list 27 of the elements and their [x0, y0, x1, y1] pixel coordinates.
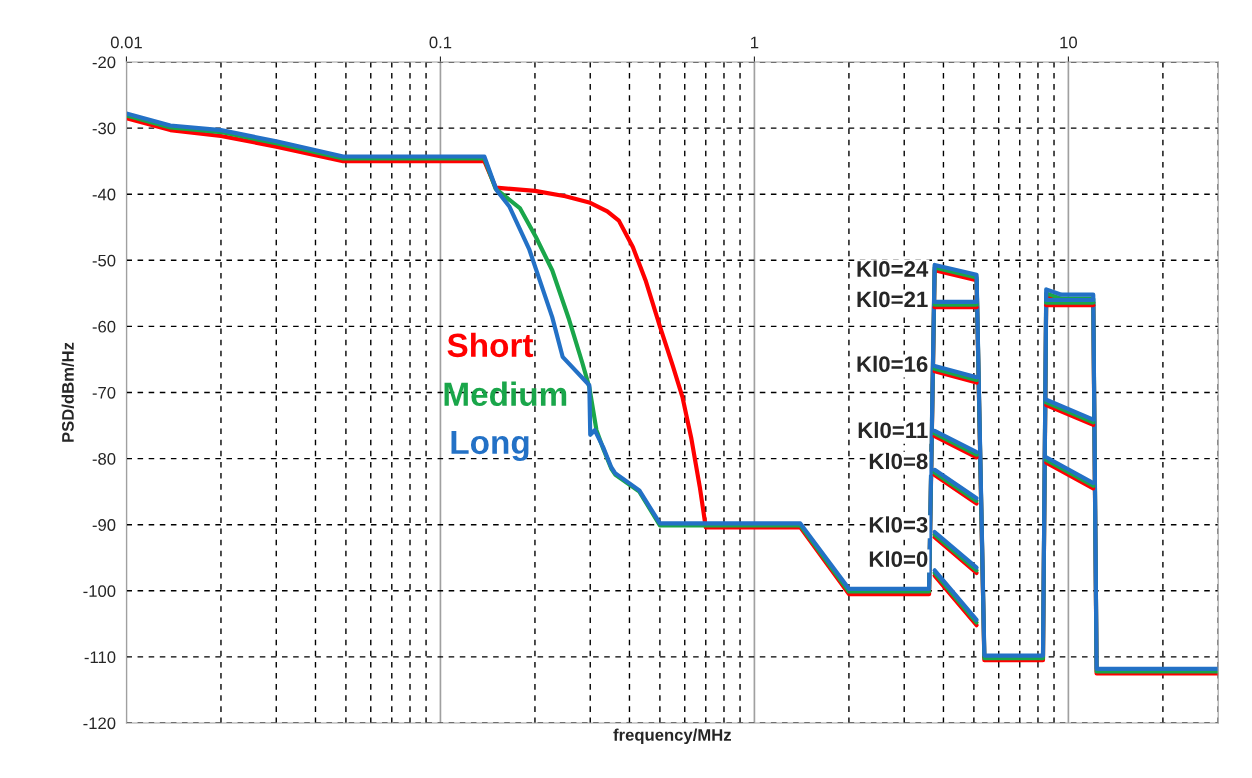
x-axis-title: frequency/MHz	[613, 728, 731, 745]
y-tick-label: -20	[92, 56, 116, 69]
y-axis-title: PSD/dBm/Hz	[61, 342, 74, 442]
y-tick-label: -50	[92, 254, 116, 267]
y-tick-label: -30	[92, 122, 116, 135]
y-tick-label: -110	[84, 651, 116, 664]
y-tick-label: -120	[83, 717, 116, 730]
y-tick-label: -80	[92, 453, 116, 465]
y-tick-label: -40	[92, 188, 116, 201]
annotation: Kl0=16	[857, 355, 928, 373]
series-label: Medium	[444, 381, 567, 407]
annotation: Kl0=21	[857, 290, 928, 308]
text: Short	[447, 332, 534, 358]
y-tick-label: -70	[92, 386, 116, 399]
series-label: Long	[451, 430, 529, 461]
annotation: Kl0=0	[869, 550, 928, 568]
annotation: Kl0=3	[869, 516, 928, 533]
x-tick-label: 0.1	[429, 36, 452, 49]
x-tick-label: 1	[751, 36, 759, 49]
y-tick-label: -60	[92, 320, 116, 333]
y-tick-label: -100	[83, 585, 116, 597]
x-tick-label: 10	[1060, 36, 1078, 49]
y-tick-label: -90	[92, 519, 116, 531]
annotation: Kl0=8	[869, 452, 928, 470]
annotation: Kl0=11	[858, 421, 928, 439]
annotation: Kl0=24	[857, 260, 929, 277]
x-tick-label: 0.01	[110, 36, 142, 49]
